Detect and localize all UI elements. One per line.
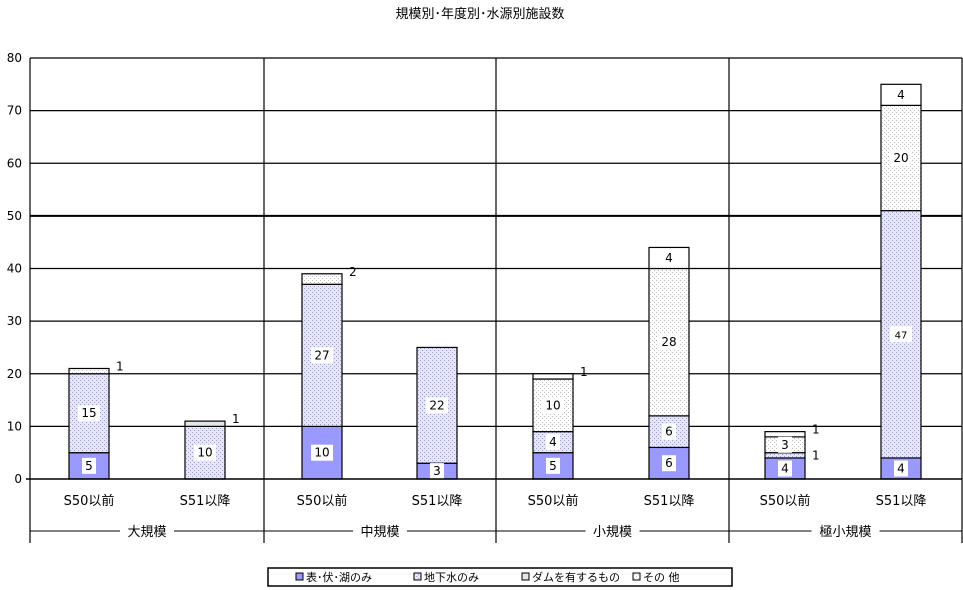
x-tick-label: S51以降	[876, 494, 927, 509]
x-tick-label: S51以降	[180, 494, 231, 509]
y-tick-label: 80	[7, 51, 22, 65]
data-label-bg	[662, 455, 676, 472]
data-label: 6	[665, 456, 673, 470]
data-label: 4	[665, 251, 673, 265]
x-tick-label: S50以前	[528, 493, 579, 509]
x-tick-label: S51以降	[644, 494, 695, 509]
legend-label: ダムを有するもの	[532, 570, 620, 584]
data-label: 5	[549, 459, 557, 473]
data-label-bg	[311, 347, 333, 364]
data-label: 3	[781, 438, 789, 452]
group-label: 大規模	[127, 525, 166, 540]
bar-segment	[764, 431, 806, 438]
data-label: 1	[116, 359, 124, 373]
data-label: 27	[314, 348, 329, 362]
bar-segment	[764, 452, 806, 459]
y-tick-label: 30	[7, 314, 22, 328]
group-label: 極小規模	[819, 524, 871, 540]
data-label-bg	[778, 436, 792, 453]
data-label: 15	[81, 406, 96, 420]
x-tick-label: S51以降	[412, 494, 463, 509]
y-tick-label: 50	[7, 209, 22, 223]
data-label-bg	[78, 405, 100, 422]
data-label: 1	[812, 448, 820, 462]
data-label-bg	[658, 334, 680, 351]
data-label-bg	[546, 434, 560, 451]
data-label: 4	[897, 88, 905, 102]
legend-label: 地下水のみ	[424, 571, 479, 584]
y-tick-label: 0	[14, 472, 22, 486]
data-label: 1	[580, 365, 588, 379]
data-label-bg	[890, 149, 912, 166]
data-label: 4	[897, 461, 905, 475]
bar-segment	[532, 373, 574, 380]
y-tick-label: 40	[7, 262, 22, 276]
bar-segment	[68, 367, 110, 375]
data-label: 4	[781, 461, 789, 475]
bar-segment	[301, 273, 343, 285]
group-label: 中規模	[360, 525, 399, 540]
data-label: 28	[661, 335, 676, 349]
data-label-bg	[662, 423, 676, 440]
data-label: 3	[433, 464, 441, 478]
legend-label: その 他	[643, 571, 680, 584]
data-label: 47	[895, 330, 908, 341]
group-label: 小規模	[593, 525, 632, 540]
data-label-bg	[194, 444, 216, 461]
data-label-bg	[778, 460, 792, 477]
data-label: 2	[349, 265, 357, 279]
data-label: 10	[314, 446, 329, 460]
data-label: 10	[197, 446, 212, 460]
data-label-bg	[890, 326, 912, 343]
data-label: 1	[232, 412, 240, 426]
data-label-bg	[311, 444, 333, 461]
bar-segment	[301, 283, 343, 427]
data-label-bg	[894, 460, 908, 477]
data-label: 4	[549, 435, 557, 449]
data-label-bg	[546, 457, 560, 474]
data-label-bg	[662, 249, 676, 266]
x-tick-label: S50以前	[297, 493, 348, 509]
legend-box	[267, 567, 733, 587]
legend-swatch	[295, 572, 304, 581]
data-label-bg	[426, 397, 448, 414]
data-label: 6	[665, 425, 673, 439]
x-tick-label: S50以前	[64, 493, 115, 509]
data-label-bg	[542, 397, 564, 414]
data-label-bg	[82, 457, 96, 474]
chart-title: 規模別･年度別･水源別施設数	[395, 6, 564, 22]
data-label: 20	[893, 151, 908, 165]
data-label-bg	[894, 86, 908, 103]
legend-label: 表･伏･湖のみ	[306, 570, 372, 584]
y-tick-label: 10	[7, 419, 22, 433]
data-label: 5	[85, 459, 93, 473]
data-label: 1	[812, 423, 820, 437]
legend-swatch	[632, 572, 641, 581]
y-tick-label: 20	[7, 367, 22, 381]
y-tick-label: 60	[7, 156, 22, 170]
data-label: 22	[429, 398, 444, 412]
bar-segment	[184, 420, 226, 427]
data-label: 10	[545, 398, 560, 412]
x-tick-label: S50以前	[760, 493, 811, 509]
legend-swatch	[521, 572, 530, 581]
legend-swatch	[413, 572, 422, 581]
data-label-bg	[430, 463, 444, 480]
y-tick-label: 70	[7, 104, 22, 118]
